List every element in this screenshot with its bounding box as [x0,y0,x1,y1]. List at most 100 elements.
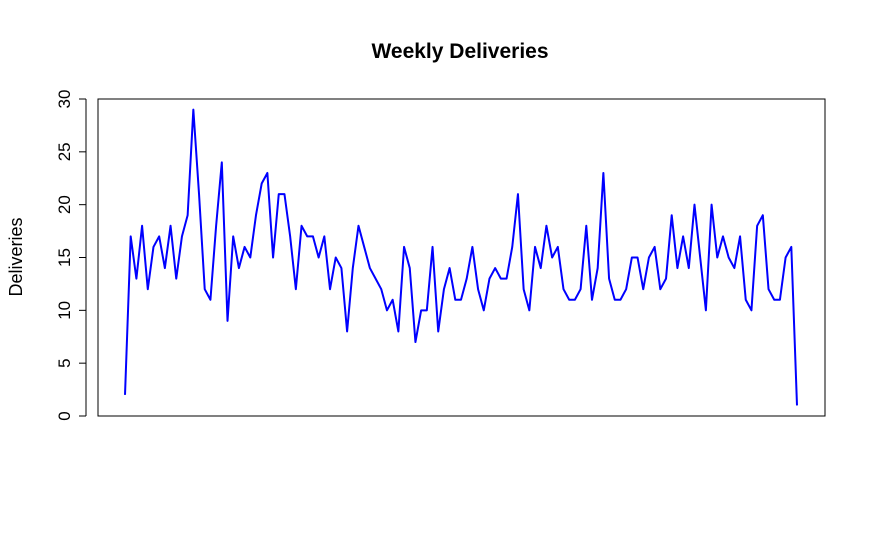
data-point [420,309,422,311]
data-point [545,225,547,227]
data-point [779,299,781,301]
data-point [637,257,639,259]
data-point [147,288,149,290]
data-point [528,309,530,311]
data-point [414,341,416,343]
data-point [693,204,695,206]
data-point [272,257,274,259]
data-point [130,235,132,237]
data-point [511,246,513,248]
data-point [682,235,684,237]
data-point [426,309,428,311]
data-point [699,257,701,259]
data-point [209,299,211,301]
y-tick-label: 20 [55,195,74,214]
y-tick-label: 0 [55,411,74,420]
data-point [619,299,621,301]
y-tick-label: 25 [55,142,74,161]
data-point [688,267,690,269]
plot-box [97,98,826,417]
data-point [494,267,496,269]
data-point [295,288,297,290]
data-point [477,288,479,290]
data-point [466,278,468,280]
data-point [790,246,792,248]
data-point [397,330,399,332]
data-point [506,278,508,280]
data-point [141,225,143,227]
data-point [301,225,303,227]
data-point [357,225,359,227]
data-point [659,288,661,290]
data-point [454,299,456,301]
data-point [158,235,160,237]
data-point [227,320,229,322]
data-point [363,246,365,248]
data-point [602,172,604,174]
data-point [648,257,650,259]
data-point [722,235,724,237]
data-point [329,288,331,290]
data-point [249,257,251,259]
data-point [500,278,502,280]
data-point [244,246,246,248]
data-point [756,225,758,227]
data-point [460,299,462,301]
data-point [340,267,342,269]
data-point [443,288,445,290]
data-point [483,309,485,311]
data-point [471,246,473,248]
data-point [380,288,382,290]
data-point [255,214,257,216]
data-point [608,278,610,280]
data-point [369,267,371,269]
data-point [540,267,542,269]
data-point [768,288,770,290]
data-point [135,278,137,280]
data-point [711,204,713,206]
data-point [204,288,206,290]
data-point [152,246,154,248]
data-point [386,309,388,311]
data-point [716,257,718,259]
data-point [170,225,172,227]
data-point [198,193,200,195]
data-point [557,246,559,248]
data-point [733,267,735,269]
data-point [449,267,451,269]
data-point [215,225,217,227]
data-point [432,246,434,248]
y-tick-label: 30 [55,90,74,109]
series-line [124,108,798,406]
data-point [665,278,667,280]
data-point [745,299,747,301]
data-point [266,172,268,174]
data-point [232,235,234,237]
data-point [705,309,707,311]
data-point [346,330,348,332]
data-point [289,235,291,237]
data-point [796,404,798,406]
data-point [192,109,194,111]
data-point [580,288,582,290]
data-point [517,193,519,195]
data-point [671,214,673,216]
data-point [654,246,656,248]
y-tick-label: 5 [55,358,74,367]
data-point [631,257,633,259]
data-point [762,214,764,216]
data-point [568,299,570,301]
series-group [124,108,798,406]
data-point [750,309,752,311]
y-tick-label: 15 [55,248,74,267]
data-point [392,299,394,301]
data-point [437,330,439,332]
data-point [534,246,536,248]
data-point [318,257,320,259]
data-point [175,278,177,280]
data-point [642,288,644,290]
data-point [403,246,405,248]
data-point [585,225,587,227]
y-axis-label: Deliveries [6,217,26,296]
data-point [335,257,337,259]
